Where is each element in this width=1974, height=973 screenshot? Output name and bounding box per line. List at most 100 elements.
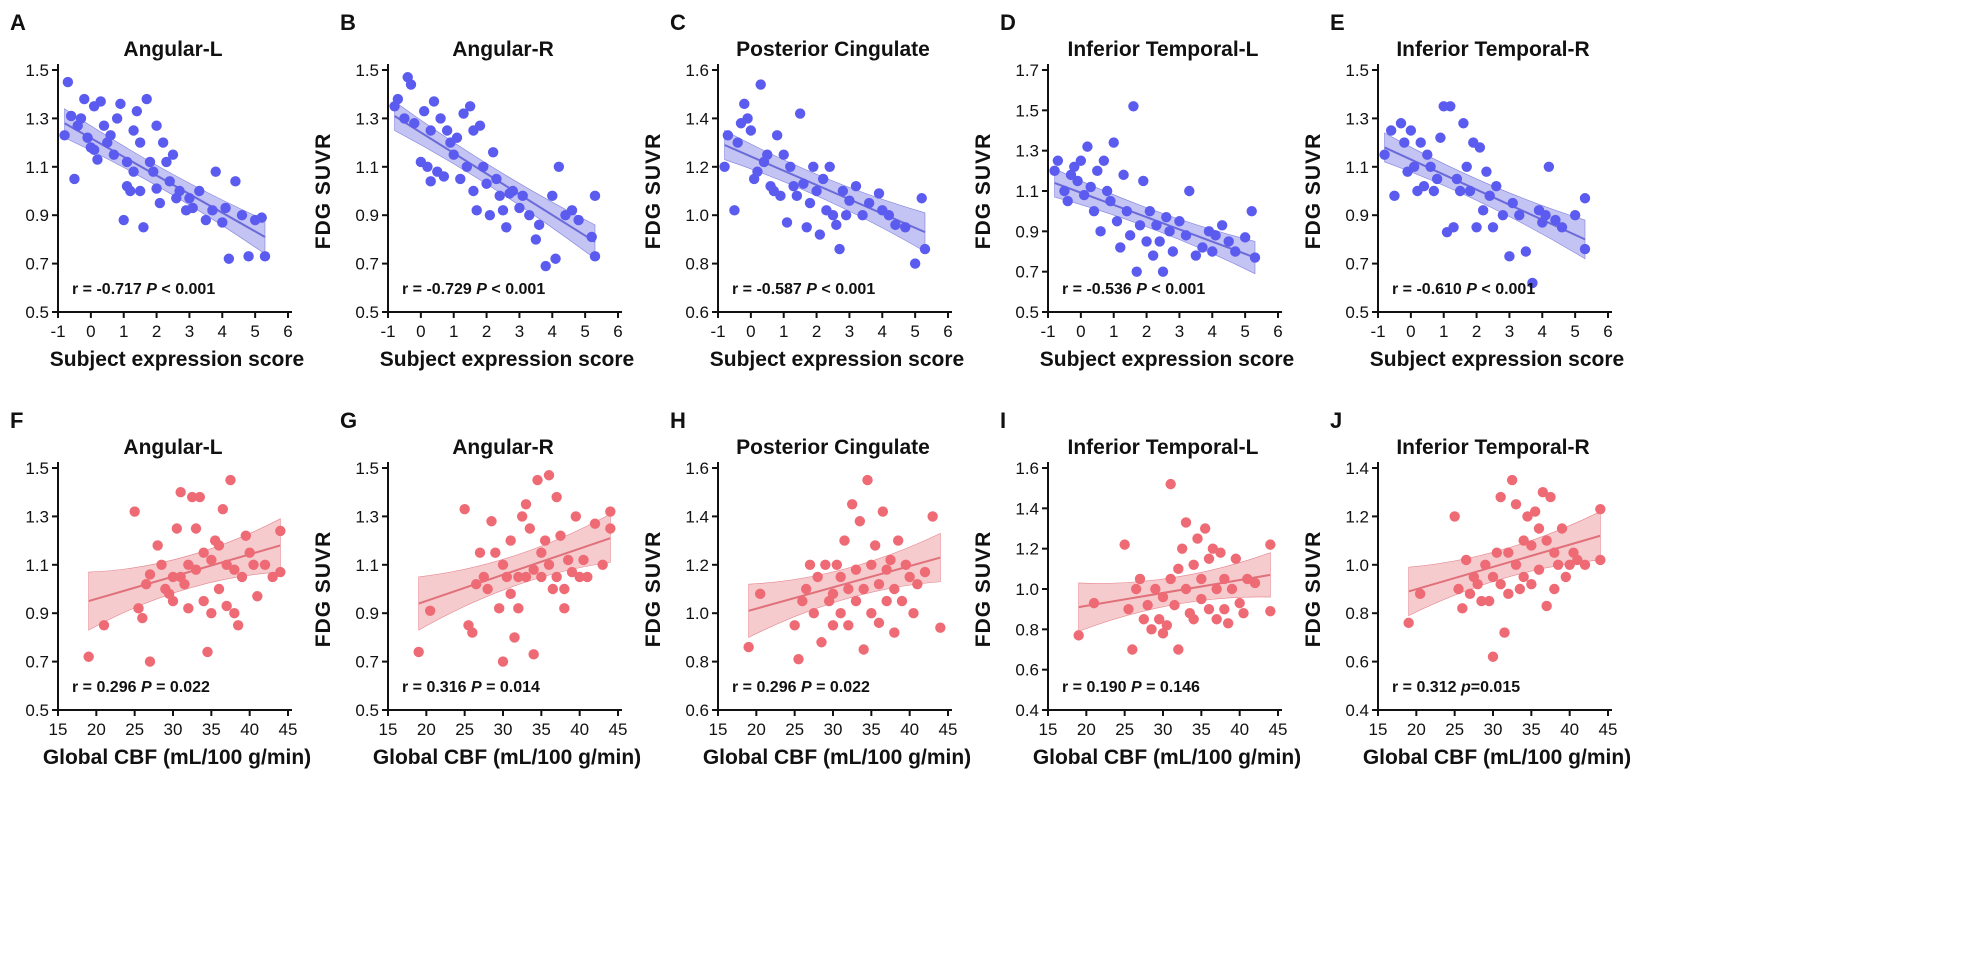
data-point bbox=[1238, 608, 1249, 619]
data-point bbox=[1541, 600, 1552, 612]
data-point bbox=[138, 222, 149, 233]
data-point bbox=[900, 559, 912, 570]
x-tick-label: 15 bbox=[1369, 720, 1388, 739]
chart-title: Angular-R bbox=[452, 38, 554, 61]
data-point bbox=[1196, 593, 1207, 605]
x-tick-label: 3 bbox=[845, 322, 854, 341]
data-point bbox=[471, 205, 482, 216]
x-tick-label: 40 bbox=[1230, 720, 1249, 739]
data-point bbox=[190, 564, 202, 575]
data-point bbox=[540, 260, 551, 272]
data-point bbox=[858, 644, 869, 655]
data-point bbox=[451, 132, 463, 143]
y-tick-label: 1.5 bbox=[25, 459, 49, 478]
data-point bbox=[1453, 583, 1464, 595]
data-point bbox=[1085, 181, 1096, 193]
data-point bbox=[788, 180, 799, 192]
data-point bbox=[98, 120, 110, 131]
data-point bbox=[83, 651, 94, 662]
chart-title: Inferior Temporal-L bbox=[1068, 38, 1259, 61]
data-point bbox=[1495, 578, 1506, 590]
data-point bbox=[1514, 583, 1526, 595]
data-point bbox=[550, 253, 561, 264]
y-tick-label: 1.3 bbox=[1345, 109, 1369, 128]
data-point bbox=[194, 491, 206, 503]
data-point bbox=[1549, 547, 1560, 558]
data-point bbox=[1249, 577, 1261, 589]
data-point bbox=[225, 474, 236, 486]
y-tick-label: 0.5 bbox=[355, 701, 379, 720]
data-point bbox=[775, 190, 786, 202]
correlation-stats: r = 0.312 p=0.015 bbox=[1392, 679, 1520, 696]
regression-line bbox=[418, 537, 611, 605]
data-point bbox=[1579, 193, 1591, 204]
data-point bbox=[762, 149, 773, 160]
y-axis-label: FDG SUVR bbox=[642, 531, 665, 648]
stat-p-label: P bbox=[146, 281, 157, 298]
data-point bbox=[148, 166, 159, 177]
data-point bbox=[236, 210, 248, 221]
data-point bbox=[1526, 578, 1537, 590]
data-point bbox=[732, 137, 743, 148]
data-point bbox=[528, 649, 539, 660]
panel-c: C Posterior Cingulate 0.6 0.8 1.0 1.2 1.4 1.6 -1… bbox=[642, 10, 964, 371]
y-tick-label: 0.4 bbox=[1015, 701, 1039, 720]
stat-r: r = -0.536 bbox=[1062, 281, 1132, 298]
panel-letter: J bbox=[1330, 408, 1342, 433]
data-point bbox=[533, 219, 545, 231]
data-point bbox=[791, 190, 803, 202]
data-point bbox=[478, 571, 490, 583]
x-tick-label: 5 bbox=[1570, 322, 1579, 341]
data-point bbox=[486, 516, 497, 527]
y-tick-label: 0.5 bbox=[25, 303, 49, 322]
data-point bbox=[1144, 205, 1156, 217]
data-point bbox=[1138, 175, 1149, 187]
data-point bbox=[1527, 277, 1538, 289]
y-tick-label: 1.6 bbox=[1015, 459, 1039, 478]
data-point bbox=[605, 523, 616, 534]
data-point bbox=[1151, 220, 1162, 231]
data-point bbox=[1082, 141, 1093, 152]
x-tick-label: 20 bbox=[417, 720, 436, 739]
data-point bbox=[151, 183, 162, 194]
y-axis-label: FDG SUVR bbox=[1302, 531, 1325, 648]
data-point bbox=[1435, 132, 1446, 143]
data-point bbox=[840, 210, 852, 221]
y-tick-label: 0.9 bbox=[25, 604, 49, 623]
data-point bbox=[229, 608, 240, 619]
data-point bbox=[1138, 614, 1150, 625]
y-tick-label: 1.3 bbox=[355, 109, 379, 128]
data-point bbox=[507, 185, 519, 197]
x-tick-label: 25 bbox=[785, 720, 804, 739]
panel-j: J Inferior Temporal-R 0.4 0.6 0.8 1.0 1.2 1.4 15… bbox=[1302, 408, 1631, 769]
data-point bbox=[1543, 161, 1555, 172]
data-point bbox=[719, 161, 730, 172]
data-point bbox=[1062, 195, 1073, 207]
data-point bbox=[528, 564, 539, 575]
data-point bbox=[1222, 618, 1234, 629]
x-tick-label: -1 bbox=[710, 322, 725, 341]
data-point bbox=[1487, 571, 1499, 583]
data-point bbox=[92, 154, 103, 165]
data-point bbox=[230, 176, 241, 187]
y-tick-label: 1.1 bbox=[25, 556, 49, 575]
data-point bbox=[589, 190, 601, 202]
data-point bbox=[267, 571, 278, 583]
data-point bbox=[877, 506, 889, 517]
stat-r: r = -0.587 bbox=[732, 281, 802, 298]
data-point bbox=[555, 530, 566, 541]
data-point bbox=[1127, 644, 1138, 655]
stat-p-value: = 0.014 bbox=[482, 679, 540, 696]
data-point bbox=[919, 243, 931, 255]
y-axis-label: FDG SUVR bbox=[0, 133, 5, 250]
data-point bbox=[1540, 210, 1551, 221]
data-point bbox=[248, 559, 259, 570]
data-point bbox=[1526, 540, 1537, 551]
data-point bbox=[1491, 547, 1503, 558]
data-point bbox=[213, 540, 225, 551]
data-point bbox=[883, 210, 895, 221]
data-point bbox=[484, 210, 496, 221]
data-point bbox=[570, 511, 582, 522]
data-point bbox=[831, 219, 842, 231]
data-point bbox=[174, 185, 185, 197]
